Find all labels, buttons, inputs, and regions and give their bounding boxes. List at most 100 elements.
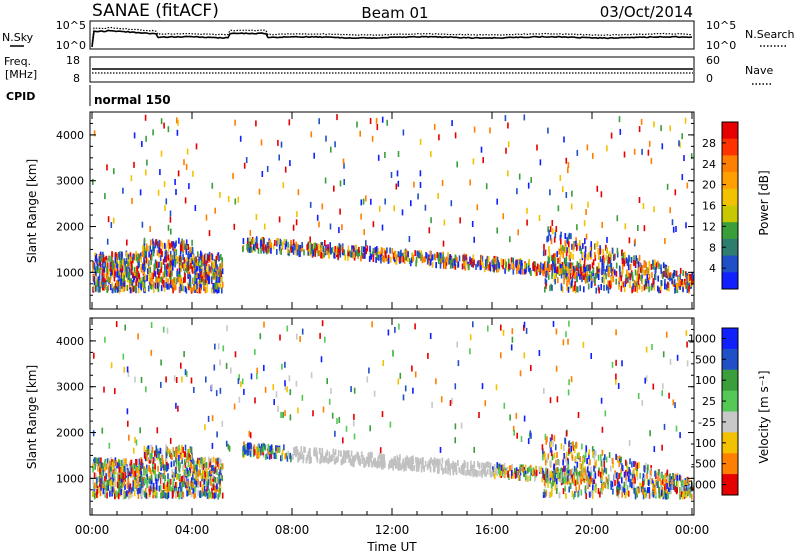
echo-cell xyxy=(221,475,223,482)
echo-cell xyxy=(615,329,617,336)
echo-cell xyxy=(601,464,603,471)
echo-cell xyxy=(181,262,184,269)
echo-cell xyxy=(501,464,504,471)
echo-cell xyxy=(589,250,592,257)
beam-label: Beam 01 xyxy=(361,4,428,22)
echo-cell xyxy=(255,120,257,127)
echo-cell xyxy=(658,287,660,294)
noise-right-tick-top: 10^5 xyxy=(706,19,736,32)
echo-cell xyxy=(365,248,367,255)
echo-cell xyxy=(132,254,134,261)
echo-cell xyxy=(211,384,213,391)
echo-cell xyxy=(167,224,170,231)
echo-cell xyxy=(682,480,684,486)
noise-sky-label: N.Sky xyxy=(2,31,34,44)
echo-cell xyxy=(396,455,399,462)
echo-cell xyxy=(500,464,503,471)
echo-cell xyxy=(665,331,668,338)
echo-cell xyxy=(196,465,198,472)
echo-cell xyxy=(140,471,143,478)
echo-cell xyxy=(434,254,437,261)
echo-cell xyxy=(125,284,127,291)
echo-cell xyxy=(544,459,547,466)
echo-cell xyxy=(329,223,332,230)
echo-cell xyxy=(145,386,147,393)
echo-cell xyxy=(514,472,517,479)
echo-cell xyxy=(676,480,678,487)
echo-cell xyxy=(288,375,291,382)
echo-cell xyxy=(145,243,148,250)
echo-cell xyxy=(518,258,520,265)
echo-cell xyxy=(104,480,106,487)
echo-cell xyxy=(542,270,544,277)
echo-cell xyxy=(179,256,181,262)
echo-cell xyxy=(205,489,208,496)
echo-cell xyxy=(148,270,150,277)
echo-cell xyxy=(668,392,670,399)
echo-cell xyxy=(407,256,409,262)
echo-cell xyxy=(604,269,607,276)
echo-cell xyxy=(197,273,200,280)
echo-cell xyxy=(356,454,359,460)
echo-cell xyxy=(581,276,583,283)
echo-cell xyxy=(157,475,159,482)
echo-cell xyxy=(150,452,153,459)
echo-cell xyxy=(653,206,655,213)
echo-cell xyxy=(116,264,119,270)
echo-cell xyxy=(187,489,190,496)
echo-cell xyxy=(548,257,550,264)
echo-cell xyxy=(604,454,606,461)
echo-cell xyxy=(242,238,245,244)
echo-cell xyxy=(136,484,138,491)
echo-cell xyxy=(504,469,507,476)
echo-cell xyxy=(149,239,152,246)
echo-cell xyxy=(197,478,199,485)
echo-cell xyxy=(551,263,554,270)
echo-cell xyxy=(135,287,137,294)
echo-cell xyxy=(454,383,457,390)
echo-cell xyxy=(214,477,216,484)
nave-right-tick-bottom: 0 xyxy=(706,72,713,85)
echo-cell xyxy=(187,258,190,265)
echo-cell xyxy=(351,459,353,466)
echo-cell xyxy=(153,270,155,277)
echo-cell xyxy=(125,258,128,264)
echo-cell xyxy=(186,490,188,497)
echo-cell xyxy=(564,240,567,247)
echo-cell xyxy=(682,270,684,276)
echo-cell xyxy=(121,459,123,466)
echo-cell xyxy=(369,118,372,124)
echo-cell xyxy=(108,442,111,449)
echo-cell xyxy=(502,263,504,270)
echo-cell xyxy=(381,247,384,254)
echo-cell xyxy=(516,432,518,439)
echo-cell xyxy=(544,249,547,256)
echo-cell xyxy=(549,441,552,448)
echo-cell xyxy=(610,279,613,286)
echo-cell xyxy=(193,387,195,393)
echo-cell xyxy=(420,457,422,464)
echo-cell xyxy=(206,280,208,287)
echo-cell xyxy=(487,256,490,262)
echo-cell xyxy=(341,224,343,231)
cpid-label: CPID xyxy=(6,90,35,103)
echo-cell xyxy=(589,478,591,485)
echo-cell xyxy=(543,480,546,487)
echo-cell xyxy=(213,492,216,499)
echo-cell xyxy=(414,250,416,257)
echo-cell xyxy=(562,488,565,495)
echo-cell xyxy=(551,254,554,261)
echo-cell xyxy=(104,491,106,498)
echo-cell xyxy=(493,258,495,264)
echo-cell xyxy=(600,397,603,404)
echo-cell xyxy=(570,262,572,269)
echo-cell xyxy=(308,241,311,247)
echo-cell xyxy=(621,360,623,367)
echo-cell xyxy=(165,487,168,493)
echo-cell xyxy=(394,456,396,463)
echo-cell xyxy=(202,483,204,490)
echo-cell xyxy=(207,415,210,422)
echo-cell xyxy=(551,269,554,276)
echo-cell xyxy=(105,463,108,470)
echo-cell xyxy=(256,243,259,250)
